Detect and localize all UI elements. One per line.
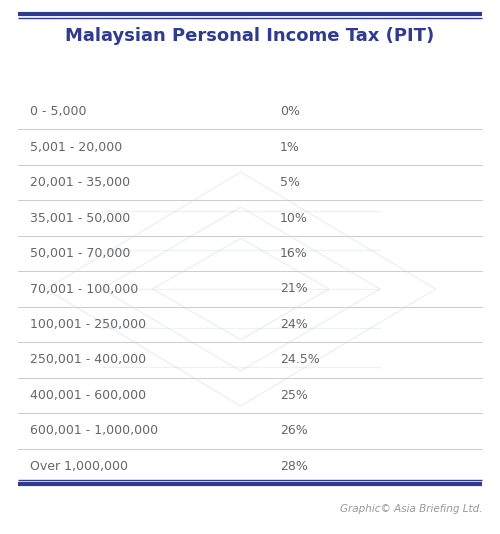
Text: 25%: 25% [280,389,308,402]
Text: 5,001 - 20,000: 5,001 - 20,000 [30,140,122,154]
Text: 26%: 26% [280,425,308,437]
Text: Over 1,000,000: Over 1,000,000 [30,460,128,473]
Text: 1%: 1% [280,140,300,154]
Text: 16%: 16% [280,247,308,260]
Text: 20,001 - 35,000: 20,001 - 35,000 [30,176,130,189]
Text: 600,001 - 1,000,000: 600,001 - 1,000,000 [30,425,158,437]
Text: 10%: 10% [280,211,308,225]
Text: 35,001 - 50,000: 35,001 - 50,000 [30,211,130,225]
Text: 400,001 - 600,000: 400,001 - 600,000 [30,389,146,402]
Text: 0%: 0% [280,105,300,118]
Text: 70,001 - 100,000: 70,001 - 100,000 [30,282,138,295]
Text: Rates from 2017: Rates from 2017 [278,70,402,83]
Text: 5%: 5% [280,176,300,189]
Text: 21%: 21% [280,282,308,295]
Text: 24%: 24% [280,318,308,331]
Text: 50,001 - 70,000: 50,001 - 70,000 [30,247,130,260]
Text: 24.5%: 24.5% [280,354,320,366]
Text: Malaysian Personal Income Tax (PIT): Malaysian Personal Income Tax (PIT) [66,27,434,45]
Text: Graphic© Asia Briefing Ltd.: Graphic© Asia Briefing Ltd. [340,504,482,514]
Text: 250,001 - 400,000: 250,001 - 400,000 [30,354,146,366]
Text: 100,001 - 250,000: 100,001 - 250,000 [30,318,146,331]
Text: 0 - 5,000: 0 - 5,000 [30,105,86,118]
Text: Income (MYR*): Income (MYR*) [30,70,140,83]
Text: 28%: 28% [280,460,308,473]
